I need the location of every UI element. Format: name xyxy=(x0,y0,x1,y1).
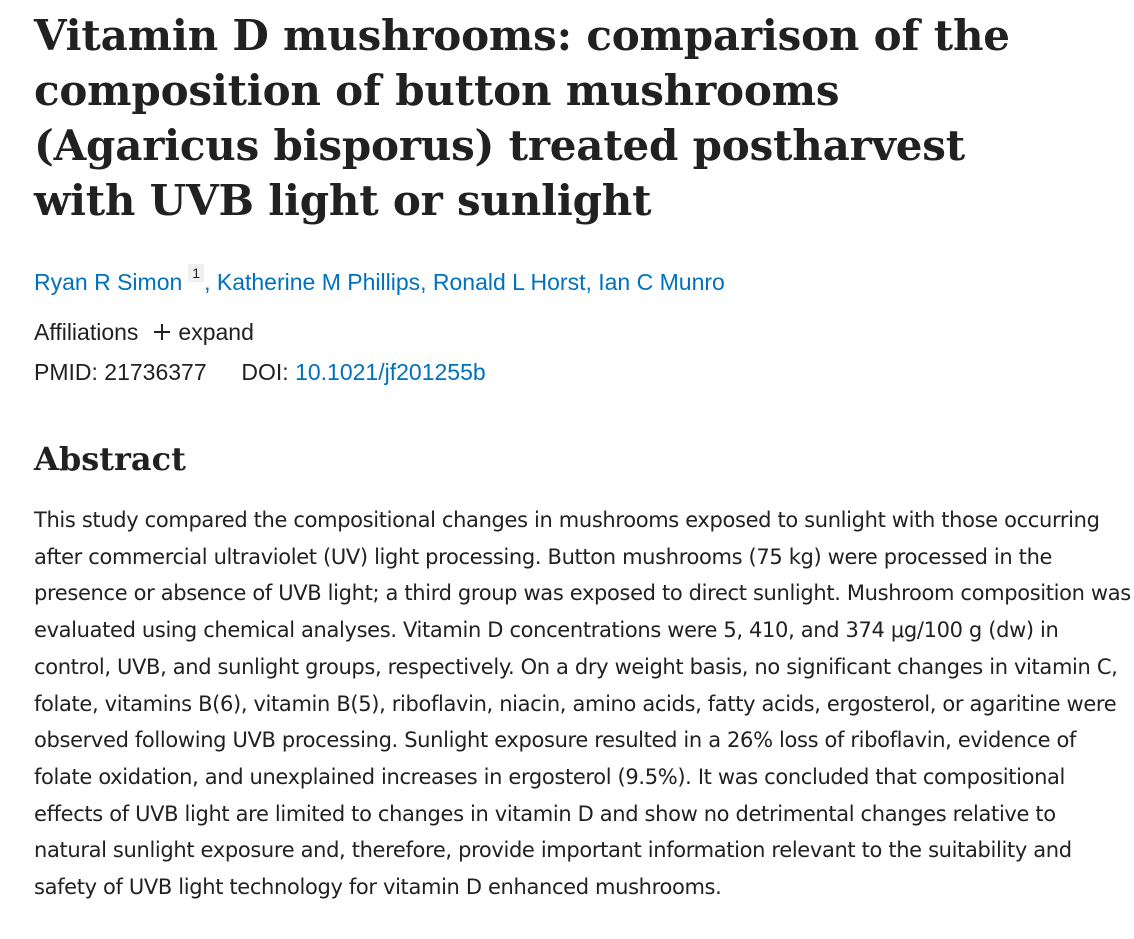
author-link[interactable]: Ian C Munro xyxy=(598,269,725,295)
author-list: Ryan R Simon 1, Katherine M Phillips, Ron… xyxy=(34,264,1134,297)
doi-label: DOI: xyxy=(241,359,289,385)
abstract-text: This study compared the compositional ch… xyxy=(34,508,1131,900)
author-link[interactable]: Ryan R Simon xyxy=(34,269,183,295)
plus-icon xyxy=(154,324,171,340)
doi-link[interactable]: 10.1021/jf201255b xyxy=(295,359,486,385)
article-title: Vitamin D mushrooms: comparison of the c… xyxy=(34,11,1010,225)
affiliations-label: Affiliations xyxy=(34,319,139,345)
author-separator: , xyxy=(420,269,433,295)
pmid-value: 21736377 xyxy=(104,359,207,385)
author-separator: , xyxy=(585,269,599,295)
author-link[interactable]: Ronald L Horst xyxy=(432,269,586,295)
abstract-heading: Abstract xyxy=(34,440,186,478)
author-separator: , xyxy=(204,269,217,295)
article-page: Vitamin D mushrooms: comparison of the c… xyxy=(34,0,1134,906)
affiliation-ref-button[interactable]: 1 xyxy=(188,264,205,282)
affiliations-row: Affiliations expand xyxy=(34,317,1134,347)
expand-label: expand xyxy=(178,319,254,345)
affiliations-expand-button[interactable]: expand xyxy=(154,317,254,347)
author-link[interactable]: Katherine M Phillips xyxy=(216,269,421,295)
article-identifiers: PMID: 21736377 DOI: 10.1021/jf201255b xyxy=(34,357,1134,387)
pmid-label: PMID: xyxy=(34,359,98,385)
